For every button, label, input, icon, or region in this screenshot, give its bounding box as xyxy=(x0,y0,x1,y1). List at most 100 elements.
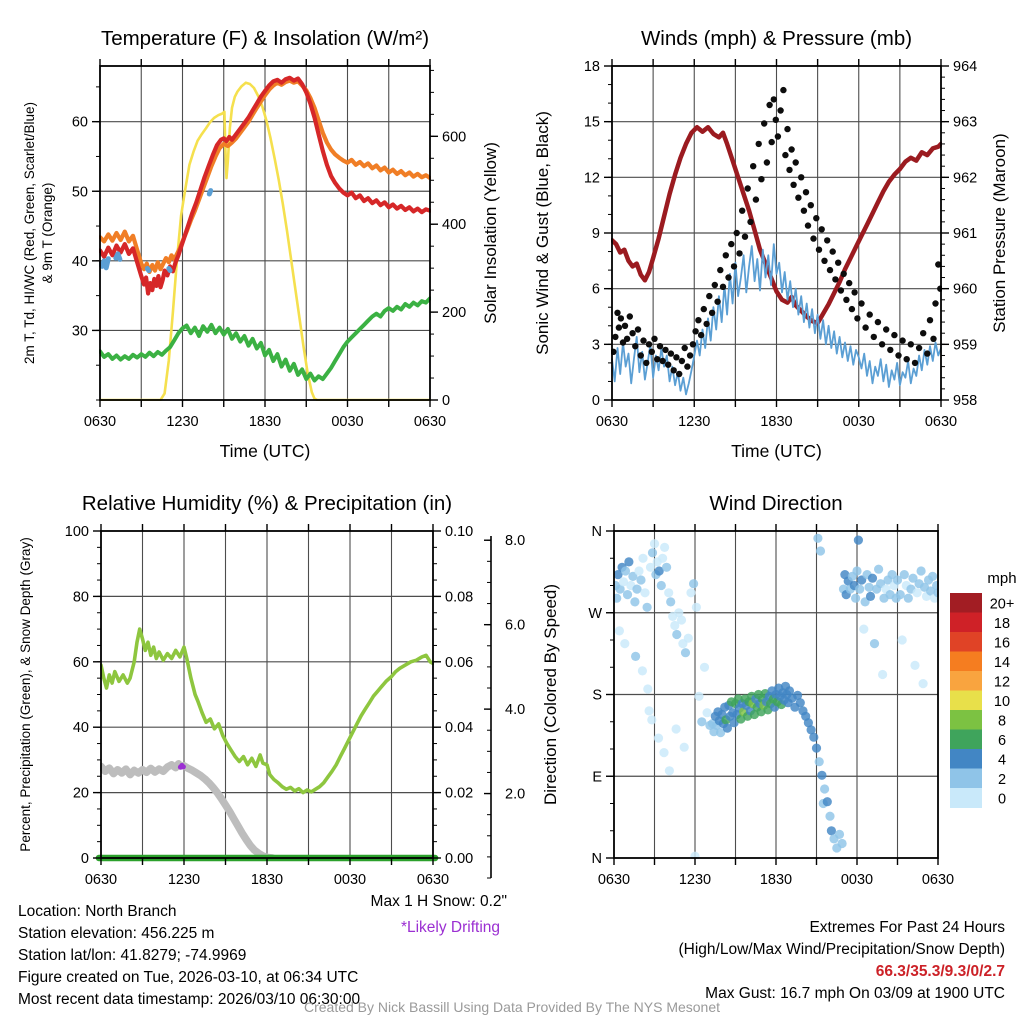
gust-dots xyxy=(818,226,825,233)
gust-dots xyxy=(891,331,898,339)
gust-dots xyxy=(829,248,836,255)
y-left-tick-label: 100 xyxy=(65,524,89,540)
y-left-tick-label: 0 xyxy=(592,393,600,409)
gust-dots xyxy=(632,343,639,350)
x-tick-label: 0630 xyxy=(922,872,954,888)
gust-dots xyxy=(736,250,743,257)
gust-dots xyxy=(717,266,724,274)
gust-dots xyxy=(907,341,914,348)
wind-direction-dots xyxy=(664,588,674,598)
gust-dots xyxy=(681,344,688,352)
wind-direction-dots xyxy=(644,706,654,716)
x-tick-label: 0030 xyxy=(841,872,873,888)
gust-dots xyxy=(730,263,738,270)
wind-direction-dots xyxy=(806,725,816,735)
gust-dots xyxy=(714,298,721,305)
y-left-tick-label: 40 xyxy=(72,254,88,270)
gust-dots xyxy=(695,317,702,324)
wind-direction-dots xyxy=(852,566,862,576)
snow-axis-tick-label: 6.0 xyxy=(505,618,525,634)
gust-dots xyxy=(725,274,732,281)
panel-title: Temperature (F) & Insolation (W/m²) xyxy=(101,27,429,50)
figure-created: Figure created on Tue, 2026-03-10, at 06… xyxy=(18,969,359,986)
colorbar-label: 2 xyxy=(998,772,1006,788)
x-axis-title: Time (UTC) xyxy=(731,441,822,461)
wind-direction-dots xyxy=(620,566,631,576)
wind-direction-dots xyxy=(694,691,704,701)
wind-direction-dots xyxy=(853,535,864,545)
gust-dots xyxy=(843,296,850,303)
gust-dots xyxy=(804,222,812,229)
gust-dots xyxy=(719,283,727,290)
y-right-tick-label: 0.06 xyxy=(445,655,473,671)
colorbar-label: 16 xyxy=(994,635,1010,651)
wind-direction-dots xyxy=(809,732,819,742)
y-right-tick-label: 600 xyxy=(442,129,466,145)
colorbar-band xyxy=(950,788,982,808)
y-right-tick-label: 960 xyxy=(953,282,977,298)
y-left-tick-label: 15 xyxy=(584,115,600,131)
wind-direction-dots xyxy=(722,723,733,733)
gust-dots xyxy=(848,305,856,313)
extremes-subtitle: (High/Low/Max Wind/Precipitation/Snow De… xyxy=(678,941,1006,958)
gust-dots xyxy=(810,235,817,242)
y-left-tick-label: 3 xyxy=(592,337,600,353)
wind-direction-dots xyxy=(643,684,653,694)
gust-dots xyxy=(676,370,683,378)
colorbar-label: 0 xyxy=(998,791,1006,807)
gust-dots xyxy=(643,359,650,367)
station-latlon: Station lat/lon: 41.8279; -74.9969 xyxy=(18,947,247,964)
panel-temperature-insolation: 0630 1230 1830 0030 0630 Time (UTC) 30 40 50 60 2m… xyxy=(22,27,500,461)
gust-dots xyxy=(915,344,923,352)
gust-dots xyxy=(615,324,623,331)
wind-direction-dots xyxy=(916,566,926,576)
x-tick-label: 0030 xyxy=(843,414,875,430)
wind-direction-dots xyxy=(878,669,888,680)
wind-direction-dots xyxy=(620,639,630,649)
wind-direction-dots xyxy=(910,660,920,671)
colorbar-label: 10 xyxy=(994,694,1010,710)
y-right-tick-label: 0.10 xyxy=(445,524,473,540)
colorbar-title: mph xyxy=(987,570,1016,587)
x-tick-label: 0630 xyxy=(414,414,446,430)
wind-direction-dots xyxy=(815,546,826,556)
gust-dots xyxy=(744,185,751,192)
panel-humidity-precip: 0630 1230 1830 0030 0630 0 20 40 60 80 100 Percent,… xyxy=(18,492,525,888)
wind-direction-dots xyxy=(672,629,682,640)
gust-dots xyxy=(835,259,842,266)
wind-direction-dots xyxy=(822,797,832,807)
gust-dots xyxy=(692,328,699,335)
extremes-block: Extremes For Past 24 Hours (High/Low/Max… xyxy=(679,917,1006,1005)
wind-direction-dots xyxy=(656,580,666,591)
wind-direction-dots xyxy=(892,575,903,585)
colorbar-band xyxy=(950,729,982,750)
colorbar-label: 14 xyxy=(994,655,1010,671)
gust-dots xyxy=(697,331,705,339)
gust-dots xyxy=(651,335,658,342)
temp-2m-line xyxy=(99,75,431,296)
panel-title: Wind Direction xyxy=(709,492,842,515)
temp-9m-line xyxy=(99,78,431,275)
colorbar-label: 4 xyxy=(998,752,1006,768)
panel-wind-direction: 0630 1230 1830 0030 0630 N E S W N Direction (Colo… xyxy=(541,492,1017,888)
colorbar-band xyxy=(950,710,982,730)
wind-direction-dots xyxy=(671,724,681,734)
dewpoint-line xyxy=(99,296,431,383)
gust-dots xyxy=(689,341,697,348)
wind-direction-dots xyxy=(895,590,905,600)
data-timestamp: Most recent data timestamp: 2026/03/10 0… xyxy=(18,991,361,1008)
gust-dots xyxy=(862,324,869,331)
panel-title: Relative Humidity (%) & Precipitation (i… xyxy=(82,492,452,515)
gust-dots xyxy=(621,322,629,329)
wind-direction-dots xyxy=(683,633,693,643)
y-left-tick-label: 30 xyxy=(72,323,88,339)
solar-insolation-line xyxy=(99,81,431,401)
wind-direction-dots xyxy=(666,597,676,607)
gust-dots xyxy=(837,287,845,294)
gust-dots xyxy=(623,335,631,342)
wind-direction-dots xyxy=(918,679,928,689)
wind-direction-dots xyxy=(820,784,830,794)
y-right-tick-label: 962 xyxy=(953,170,977,186)
